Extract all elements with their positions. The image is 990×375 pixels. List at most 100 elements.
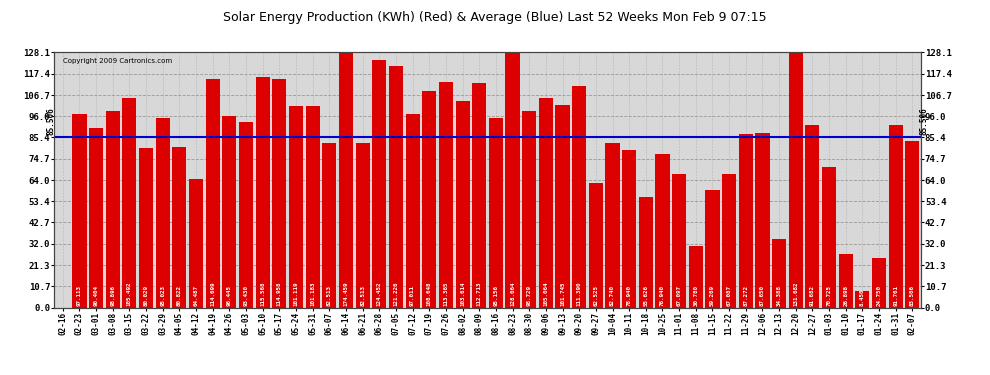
Bar	[739, 134, 752, 308]
Bar	[389, 66, 403, 308]
Text: 26.898: 26.898	[843, 285, 848, 306]
Bar	[139, 148, 153, 308]
Bar	[189, 179, 203, 308]
Bar	[689, 246, 703, 308]
Text: 105.064: 105.064	[544, 281, 548, 306]
Text: 131.682: 131.682	[793, 281, 798, 306]
Text: 90.404: 90.404	[94, 285, 99, 306]
Bar	[506, 53, 520, 308]
Bar	[489, 118, 503, 308]
Bar	[755, 133, 769, 308]
Bar	[622, 150, 637, 308]
Text: 34.388: 34.388	[776, 285, 781, 306]
Text: 108.648: 108.648	[427, 281, 432, 306]
Bar	[639, 197, 653, 308]
Text: 85.506: 85.506	[47, 108, 55, 135]
Bar	[606, 143, 620, 308]
Bar	[872, 258, 886, 308]
Bar	[106, 111, 120, 308]
Bar	[439, 82, 453, 308]
Bar	[72, 114, 86, 308]
Text: 96.445: 96.445	[227, 285, 232, 306]
Bar	[155, 118, 170, 308]
Bar	[89, 128, 103, 308]
Text: 95.023: 95.023	[160, 285, 165, 306]
Text: 67.097: 67.097	[676, 285, 682, 306]
Text: 67.087: 67.087	[727, 285, 732, 306]
Bar	[706, 189, 720, 308]
Bar	[655, 154, 669, 308]
Text: Solar Energy Production (KWh) (Red) & Average (Blue) Last 52 Weeks Mon Feb 9 07:: Solar Energy Production (KWh) (Red) & Av…	[223, 11, 767, 24]
Text: 80.822: 80.822	[177, 285, 182, 306]
Bar	[822, 167, 837, 308]
Bar	[905, 141, 920, 308]
Text: 87.272: 87.272	[743, 285, 748, 306]
Text: 98.896: 98.896	[110, 285, 115, 306]
Bar	[889, 125, 903, 308]
Text: 105.492: 105.492	[127, 281, 132, 306]
Bar	[455, 101, 469, 308]
Text: 76.940: 76.940	[660, 285, 665, 306]
Text: 101.745: 101.745	[560, 281, 565, 306]
Text: 124.452: 124.452	[377, 281, 382, 306]
Text: 95.156: 95.156	[493, 285, 498, 306]
Bar	[355, 143, 369, 308]
Bar	[172, 147, 186, 308]
Text: 80.029: 80.029	[144, 285, 148, 306]
Text: 101.183: 101.183	[310, 281, 315, 306]
Bar	[855, 291, 869, 308]
Text: 70.725: 70.725	[827, 285, 832, 306]
Bar	[322, 143, 337, 308]
Text: 55.626: 55.626	[644, 285, 648, 306]
Bar	[255, 78, 269, 308]
Bar	[306, 106, 320, 307]
Text: Copyright 2009 Cartronics.com: Copyright 2009 Cartronics.com	[63, 58, 172, 64]
Bar	[522, 111, 537, 308]
Bar	[372, 60, 386, 308]
Text: 111.390: 111.390	[577, 281, 582, 306]
Text: 82.740: 82.740	[610, 285, 615, 306]
Text: 115.568: 115.568	[260, 281, 265, 306]
Text: 112.713: 112.713	[477, 281, 482, 306]
Text: 128.064: 128.064	[510, 281, 515, 306]
Bar	[422, 91, 437, 308]
Text: 59.269: 59.269	[710, 285, 715, 306]
Text: 91.761: 91.761	[893, 285, 898, 306]
Text: 98.729: 98.729	[527, 285, 532, 306]
Text: 114.958: 114.958	[277, 281, 282, 306]
Bar	[289, 106, 303, 307]
Bar	[339, 0, 353, 308]
Bar	[722, 174, 737, 308]
Text: 82.513: 82.513	[327, 285, 332, 306]
Bar	[206, 79, 220, 308]
Text: 114.699: 114.699	[210, 281, 215, 306]
Text: 174.459: 174.459	[344, 281, 348, 306]
Text: 64.487: 64.487	[194, 285, 199, 306]
Bar	[239, 122, 253, 308]
Text: 82.513: 82.513	[360, 285, 365, 306]
Text: 30.780: 30.780	[693, 285, 698, 306]
Text: 85.506: 85.506	[920, 108, 929, 135]
Text: 62.525: 62.525	[593, 285, 598, 306]
Text: 83.506: 83.506	[910, 285, 915, 306]
Text: 8.450: 8.450	[860, 288, 865, 306]
Text: 97.011: 97.011	[410, 285, 415, 306]
Bar	[839, 254, 852, 308]
Bar	[805, 125, 820, 308]
Text: 87.650: 87.650	[760, 285, 765, 306]
Text: 121.226: 121.226	[393, 281, 398, 306]
Bar	[589, 183, 603, 308]
Bar	[555, 105, 569, 308]
Bar	[572, 86, 586, 308]
Bar	[539, 98, 553, 308]
Bar	[672, 174, 686, 308]
Text: 113.365: 113.365	[444, 281, 448, 306]
Bar	[406, 114, 420, 308]
Text: 93.430: 93.430	[244, 285, 248, 306]
Text: 91.682: 91.682	[810, 285, 815, 306]
Bar	[123, 98, 137, 308]
Text: 103.614: 103.614	[460, 281, 465, 306]
Bar	[472, 83, 486, 308]
Text: 97.113: 97.113	[77, 285, 82, 306]
Bar	[223, 116, 237, 308]
